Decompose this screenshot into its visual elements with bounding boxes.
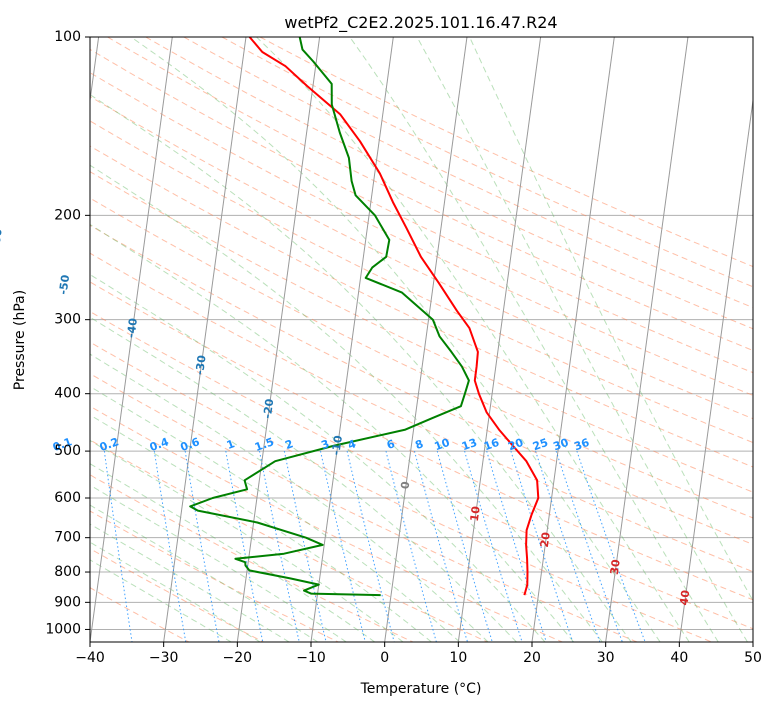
isotherm-label: 30 bbox=[608, 558, 623, 575]
y-tick-label: 300 bbox=[54, 312, 81, 328]
y-tick-label: 400 bbox=[54, 386, 81, 402]
isotherm-label: -10 bbox=[329, 434, 345, 456]
isotherm-label: -40 bbox=[124, 317, 140, 339]
isotherm-label: -20 bbox=[261, 398, 277, 420]
x-tick-label: 40 bbox=[670, 650, 688, 666]
x-tick-label: 50 bbox=[744, 650, 762, 666]
isotherm-label: 10 bbox=[468, 505, 483, 522]
isotherm-label: -30 bbox=[193, 354, 209, 376]
y-tick-label: 1000 bbox=[45, 621, 81, 637]
x-tick-label: 0 bbox=[380, 650, 389, 666]
x-tick-label: −20 bbox=[223, 650, 253, 666]
x-tick-label: 30 bbox=[597, 650, 615, 666]
y-tick-label: 800 bbox=[54, 564, 81, 580]
x-tick-label: −40 bbox=[75, 650, 105, 666]
x-tick-label: 10 bbox=[449, 650, 467, 666]
isotherm-label: 20 bbox=[538, 531, 553, 548]
y-tick-label: 100 bbox=[54, 29, 81, 45]
y-tick-label: 700 bbox=[54, 530, 81, 546]
y-axis-label: Pressure (hPa) bbox=[12, 290, 28, 390]
x-tick-label: 20 bbox=[523, 650, 541, 666]
plot-background bbox=[90, 37, 753, 642]
y-tick-label: 900 bbox=[54, 594, 81, 610]
x-tick-label: −30 bbox=[149, 650, 179, 666]
chart-title: wetPf2_C2E2.2025.101.16.47.R24 bbox=[284, 13, 557, 33]
x-axis-label: Temperature (°C) bbox=[360, 681, 482, 697]
y-tick-label: 600 bbox=[54, 490, 81, 506]
x-tick-label: −10 bbox=[296, 650, 326, 666]
y-tick-label: 200 bbox=[54, 207, 81, 223]
isotherm-label: -50 bbox=[57, 274, 73, 296]
isotherm-label: 40 bbox=[677, 589, 692, 606]
y-tick-label: 500 bbox=[54, 443, 81, 459]
